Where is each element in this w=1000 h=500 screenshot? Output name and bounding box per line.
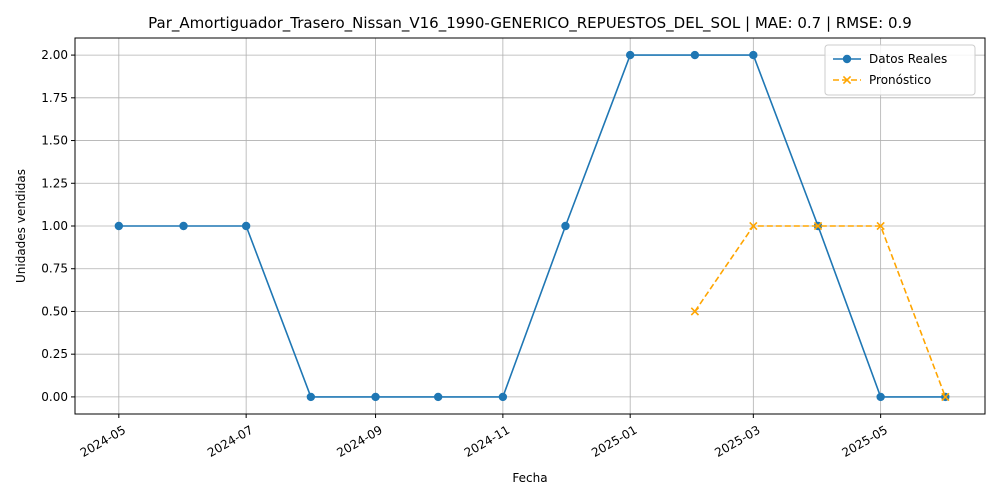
y-tick-label: 0.00	[41, 390, 68, 404]
data-point-actual	[241, 221, 251, 231]
legend-label-forecast: Pronóstico	[869, 73, 931, 87]
legend-label-actual: Datos Reales	[869, 52, 947, 66]
data-point-forecast	[690, 307, 700, 316]
y-tick-label: 1.50	[41, 134, 68, 148]
series-layer	[114, 50, 950, 402]
series-line-forecast	[694, 225, 947, 398]
data-point-forecast	[876, 221, 885, 231]
legend-marker-forecast	[842, 75, 852, 85]
x-axis-label: Fecha	[512, 471, 547, 485]
marker-stroke	[749, 221, 758, 231]
legend: Datos Reales Pronóstico	[824, 44, 976, 96]
data-point-actual	[876, 392, 885, 402]
series-line-actual	[118, 54, 946, 398]
data-point-forecast	[941, 392, 950, 402]
data-point-forecast	[813, 221, 823, 231]
data-point-actual	[498, 392, 508, 402]
marker-stroke	[813, 221, 823, 231]
data-point-actual	[179, 221, 188, 231]
y-tick-label: 0.25	[41, 347, 68, 361]
data-point-actual	[749, 50, 758, 60]
data-point-forecast	[749, 221, 758, 231]
legend-marker-actual	[842, 54, 852, 64]
data-point-actual	[625, 50, 635, 60]
marker-stroke	[690, 307, 700, 316]
y-tick-label: 2.00	[41, 48, 68, 62]
y-tick-label: 1.75	[41, 91, 68, 105]
data-point-actual	[114, 221, 124, 231]
y-axis-label: Unidades vendidas	[14, 169, 28, 283]
y-tick-label: 0.50	[41, 304, 68, 318]
chart-title: Par_Amortiguador_Trasero_Nissan_V16_1990…	[148, 14, 912, 33]
y-tick-label: 0.75	[41, 262, 68, 276]
data-point-actual	[306, 392, 316, 402]
data-point-actual	[561, 221, 570, 231]
marker-stroke	[876, 221, 885, 231]
data-point-actual	[433, 392, 443, 402]
y-tick-label: 1.25	[41, 176, 68, 190]
y-tick-label: 1.00	[41, 219, 68, 233]
marker-stroke	[842, 75, 852, 85]
legend-box	[824, 44, 976, 96]
data-point-actual	[690, 50, 700, 60]
data-point-actual	[371, 392, 380, 402]
marker-stroke	[941, 392, 950, 402]
